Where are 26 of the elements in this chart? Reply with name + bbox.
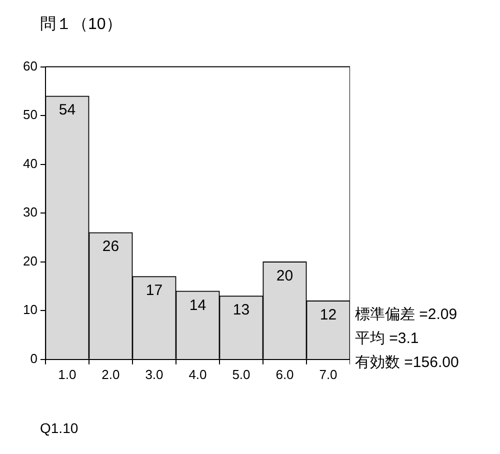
y-tick-label: 30 [22,204,38,220]
text: 平均 =3.1 [355,329,419,348]
data-label: 14 [189,296,206,314]
data-label: 26 [102,238,120,256]
data-label: 17 [146,282,163,300]
text: 有効数 =156.00 [355,353,459,372]
y-tick-label: 0 [30,350,38,366]
x-tick-label: 6.0 [276,366,294,382]
data-label: 13 [232,302,250,319]
x-tick-label: 4.0 [188,366,207,382]
y-tick-label: 20 [22,253,38,268]
text: 標準偏差 =2.09 [355,305,458,324]
y-tick-label: 40 [22,156,38,171]
x-tick-label: 7.0 [319,366,338,382]
data-label: 54 [58,102,76,119]
x-tick-label: 1.0 [58,366,76,382]
data-label: 12 [320,306,337,324]
y-tick-label: 50 [22,107,38,122]
data-label: 20 [276,268,294,285]
x-tick-label: 3.0 [145,366,164,382]
chart-title: 問１（10） [40,15,122,35]
x-tick-label: 5.0 [232,366,250,382]
x-axis-title: Q1.10 [40,420,78,436]
x-tick-label: 2.0 [102,366,120,382]
y-tick-label: 10 [22,302,38,318]
y-tick-label: 60 [22,58,38,74]
